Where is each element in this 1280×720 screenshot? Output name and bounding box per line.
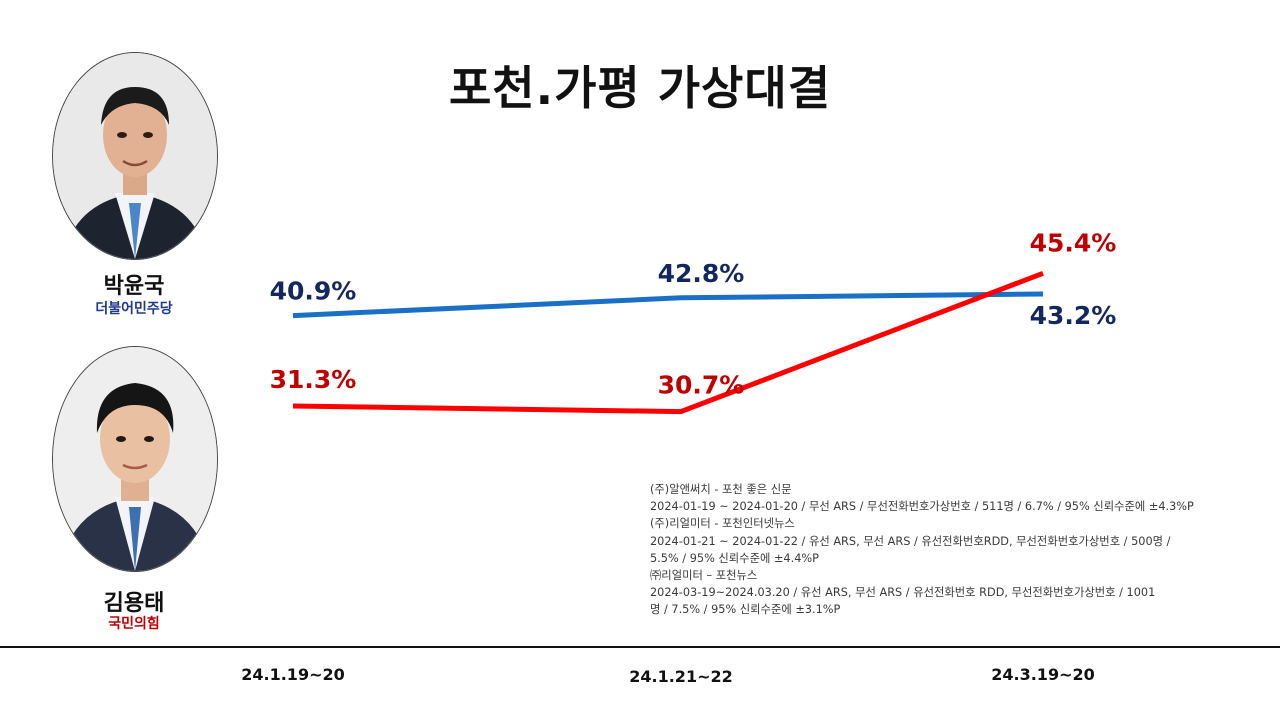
note-line: (주)리얼미터 - 포천인터넷뉴스 <box>650 517 795 531</box>
note-line: ㈜리얼미터 – 포천뉴스 <box>650 569 758 583</box>
candidate-party-2: 국민의힘 <box>108 616 160 632</box>
note-line: 2024-01-21 ~ 2024-01-22 / 유선 ARS, 무선 ARS… <box>650 534 1171 548</box>
candidate-photo-kim <box>52 346 218 572</box>
chart-title: 포천.가평 가상대결 <box>448 61 832 115</box>
note-line: 2024-03-19~2024.03.20 / 유선 ARS, 무선 ARS /… <box>650 586 1156 600</box>
data-label: 31.3% <box>270 365 357 394</box>
data-label: 40.9% <box>270 277 357 306</box>
note-line: (주)알앤써치 - 포천 좋은 신문 <box>650 483 792 496</box>
x-tick-label: 24.3.19~20 <box>991 665 1095 684</box>
candidate-party-1: 더불어민주당 <box>95 301 173 317</box>
note-line: 2024-01-19 ~ 2024-01-20 / 무선 ARS / 무선전화번… <box>650 500 1194 514</box>
x-tick-label: 24.1.19~20 <box>241 665 345 684</box>
candidate-name-2: 김용태 <box>103 591 165 616</box>
data-label: 30.7% <box>658 371 745 400</box>
candidate-photo-park <box>52 52 218 260</box>
candidate-name-1: 박윤국 <box>103 274 165 299</box>
note-line: 명 / 7.5% / 95% 신뢰수준에 ±3.1%P <box>650 603 841 617</box>
data-label: 43.2% <box>1030 301 1117 330</box>
survey-notes: (주)알앤써치 - 포천 좋은 신문 2024-01-19 ~ 2024-01-… <box>650 481 1250 619</box>
series-line-1 <box>292 291 1044 319</box>
x-tick-label: 24.1.21~22 <box>629 667 733 686</box>
note-line: 5.5% / 95% 신뢰수준에 ±4.4%P <box>650 551 819 565</box>
data-label: 42.8% <box>658 259 745 288</box>
series-line-2 <box>292 270 1044 415</box>
x-axis-line <box>0 646 1280 648</box>
data-label: 45.4% <box>1030 228 1117 257</box>
